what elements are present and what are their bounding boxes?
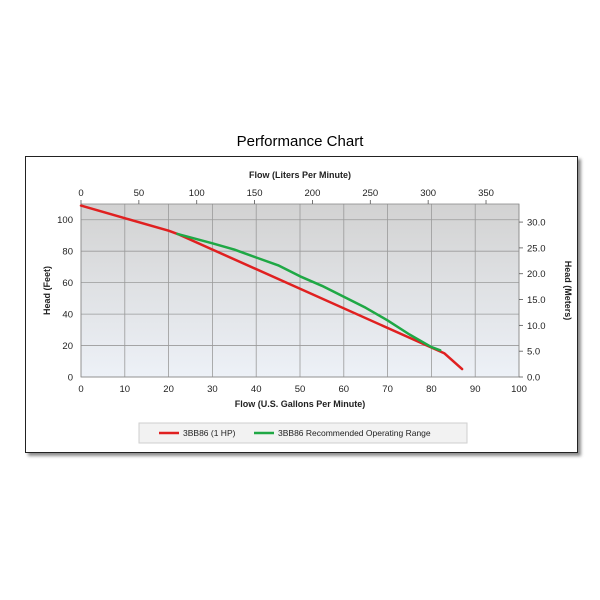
legend-label-3bb86: 3BB86 (1 HP)	[183, 428, 236, 438]
y-tick-label: 100	[57, 215, 73, 226]
x2-tick-label: 300	[420, 188, 436, 199]
x2-tick-label: 200	[305, 188, 321, 199]
x2-tick-label: 0	[78, 188, 83, 199]
x-tick-label: 90	[470, 384, 481, 395]
x-tick-label: 10	[120, 384, 131, 395]
series-line-operating-range	[176, 232, 442, 352]
x2-tick-label: 350	[478, 188, 494, 199]
x-tick-label: 50	[295, 384, 306, 395]
axis-ticks: 0 10 20 30 40 50 60 70 80 90 100 0 20 40 60 80 100 0 50 100…	[57, 188, 545, 395]
x2-axis-title: Flow (Liters Per Minute)	[249, 170, 351, 180]
y-tick-label: 60	[62, 278, 73, 289]
legend: 3BB86 (1 HP) 3BB86 Recommended Operating…	[138, 422, 468, 444]
y2-tick-label: 5.0	[527, 347, 540, 358]
x-tick-label: 100	[511, 384, 527, 395]
series-lines	[79, 204, 464, 371]
y2-tick-label: 0.0	[527, 373, 540, 384]
legend-label-operating-range: 3BB86 Recommended Operating Range	[278, 428, 431, 438]
x-tick-label: 70	[382, 384, 393, 395]
y2-tick-label: 10.0	[527, 321, 546, 332]
legend-box	[138, 422, 468, 444]
series-line-3bb86	[79, 204, 464, 371]
plot-border	[80, 203, 520, 378]
x-axis-title: Flow (U.S. Gallons Per Minute)	[235, 399, 366, 409]
x2-tick-label: 150	[247, 188, 263, 199]
y-tick-label: 40	[62, 310, 73, 321]
x2-tick-label: 100	[189, 188, 205, 199]
y2-tick-label: 20.0	[527, 269, 546, 280]
y2-tick-label: 30.0	[527, 218, 546, 229]
chart-title: Performance Chart	[236, 133, 364, 150]
chart-frame: 0 10 20 30 40 50 60 70 80 90 100 0 20 40 60 80 100 0 50 100…	[25, 156, 578, 453]
y2-tick-label: 25.0	[527, 243, 546, 254]
x-tick-label: 0	[78, 384, 83, 395]
x-tick-label: 20	[163, 384, 174, 395]
x-tick-label: 30	[207, 384, 218, 395]
x-tick-label: 60	[339, 384, 350, 395]
x2-tick-label: 50	[134, 188, 145, 199]
y-tick-label: 20	[62, 341, 73, 352]
y-tick-label: 80	[62, 247, 73, 258]
x2-tick-label: 250	[362, 188, 378, 199]
y-tick-label: 0	[68, 373, 73, 384]
grid-lines	[80, 203, 520, 378]
performance-chart: 0 10 20 30 40 50 60 70 80 90 100 0 20 40 60 80 100 0 50 100…	[42, 170, 573, 444]
x-tick-label: 40	[251, 384, 262, 395]
x-tick-label: 80	[426, 384, 437, 395]
y2-tick-label: 15.0	[527, 295, 546, 306]
y-axis-title: Head (Feet)	[42, 266, 52, 315]
y2-axis-title: Head (Meters)	[563, 261, 573, 321]
